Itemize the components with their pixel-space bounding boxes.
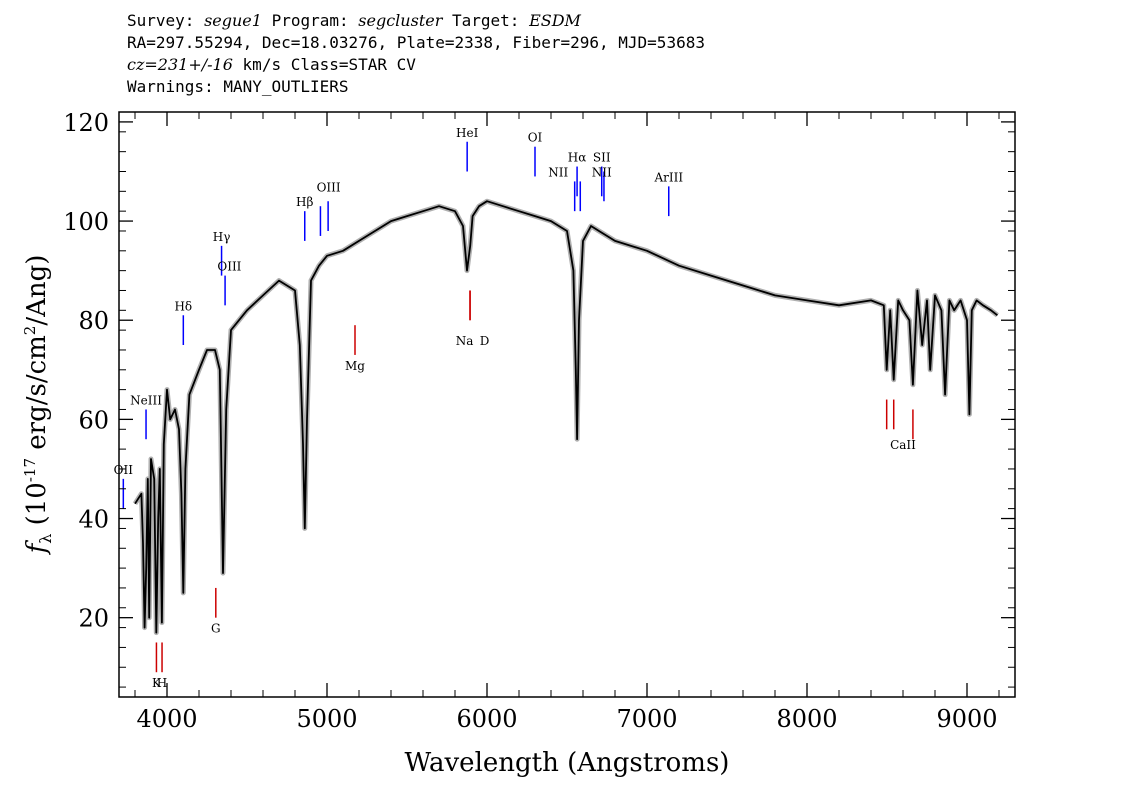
- flux-series: [134, 200, 998, 634]
- absorption-line-label: Na: [456, 334, 474, 348]
- survey-value: segue1: [204, 11, 262, 30]
- absorption-line-label: D: [480, 334, 490, 348]
- emission-line-label: Hα: [568, 151, 587, 165]
- absorption-line-label: G: [211, 622, 221, 636]
- emission-line-label: HeI: [456, 126, 479, 140]
- emission-line-label: ArIII: [653, 170, 683, 184]
- emission-line-label: Hβ: [296, 195, 313, 209]
- emission-line-label: Hγ: [213, 230, 231, 244]
- y-tick-label: 100: [63, 208, 109, 236]
- emission-line-label: NeIII: [130, 394, 162, 408]
- header-line-class: cz=231+/-16 km/s Class=STAR CV: [127, 54, 705, 76]
- emission-line-label: OII: [114, 463, 134, 477]
- spectrum-header: Survey: segue1 Program: segcluster Targe…: [127, 10, 705, 98]
- x-tick-label: 8000: [776, 705, 837, 733]
- header-line-coords: RA=297.55294, Dec=18.03276, Plate=2338, …: [127, 33, 705, 52]
- redshift-value: cz=231+/-16: [127, 55, 233, 74]
- x-tick-label: 4000: [136, 705, 197, 733]
- class-value: km/s Class=STAR CV: [242, 55, 416, 74]
- x-tick-label: 9000: [936, 705, 997, 733]
- axis-ticks: 4000 5000 6000 7000 8000 9000 20 40 60 80 100 120: [63, 109, 1015, 733]
- y-tick-label: 60: [78, 406, 109, 434]
- emission-line-label: OIII: [217, 260, 241, 274]
- y-tick-label: 120: [63, 109, 109, 137]
- absorption-line-label: K: [152, 676, 162, 690]
- absorption-line-label: Mg: [345, 359, 365, 373]
- error-band: [132, 198, 999, 636]
- target-value: ESDM: [529, 11, 581, 30]
- y-tick-label: 20: [78, 605, 109, 633]
- emission-line-label: OI: [528, 131, 543, 145]
- plot-frame: [118, 111, 1016, 698]
- flux-line: [134, 200, 998, 634]
- header-line-warnings: Warnings: MANY_OUTLIERS: [127, 77, 349, 96]
- emission-line-label: SII: [593, 151, 611, 165]
- emission-line-label: Hδ: [174, 299, 192, 313]
- x-axis-label: Wavelength (Angstroms): [405, 748, 730, 778]
- target-label: Target:: [452, 11, 520, 30]
- absorption-line-label: H: [157, 676, 167, 690]
- survey-label: Survey:: [127, 11, 195, 30]
- y-axis-label: fλ (10-17 erg/s/cm2/Ang): [21, 255, 55, 556]
- emission-line-label: NII: [592, 165, 612, 179]
- program-value: segcluster: [358, 11, 443, 30]
- emission-line-label: OIII: [317, 180, 341, 194]
- error-band-line: [132, 198, 999, 636]
- y-tick-label: 80: [78, 307, 109, 335]
- header-line-survey: Survey: segue1 Program: segcluster Targe…: [127, 10, 705, 32]
- x-tick-label: 7000: [616, 705, 677, 733]
- program-label: Program:: [271, 11, 349, 30]
- absorption-line-label: CaII: [890, 438, 916, 452]
- x-tick-label: 6000: [456, 705, 517, 733]
- emission-line-label: NII: [548, 165, 568, 179]
- y-tick-label: 40: [78, 506, 109, 534]
- x-tick-label: 5000: [296, 705, 357, 733]
